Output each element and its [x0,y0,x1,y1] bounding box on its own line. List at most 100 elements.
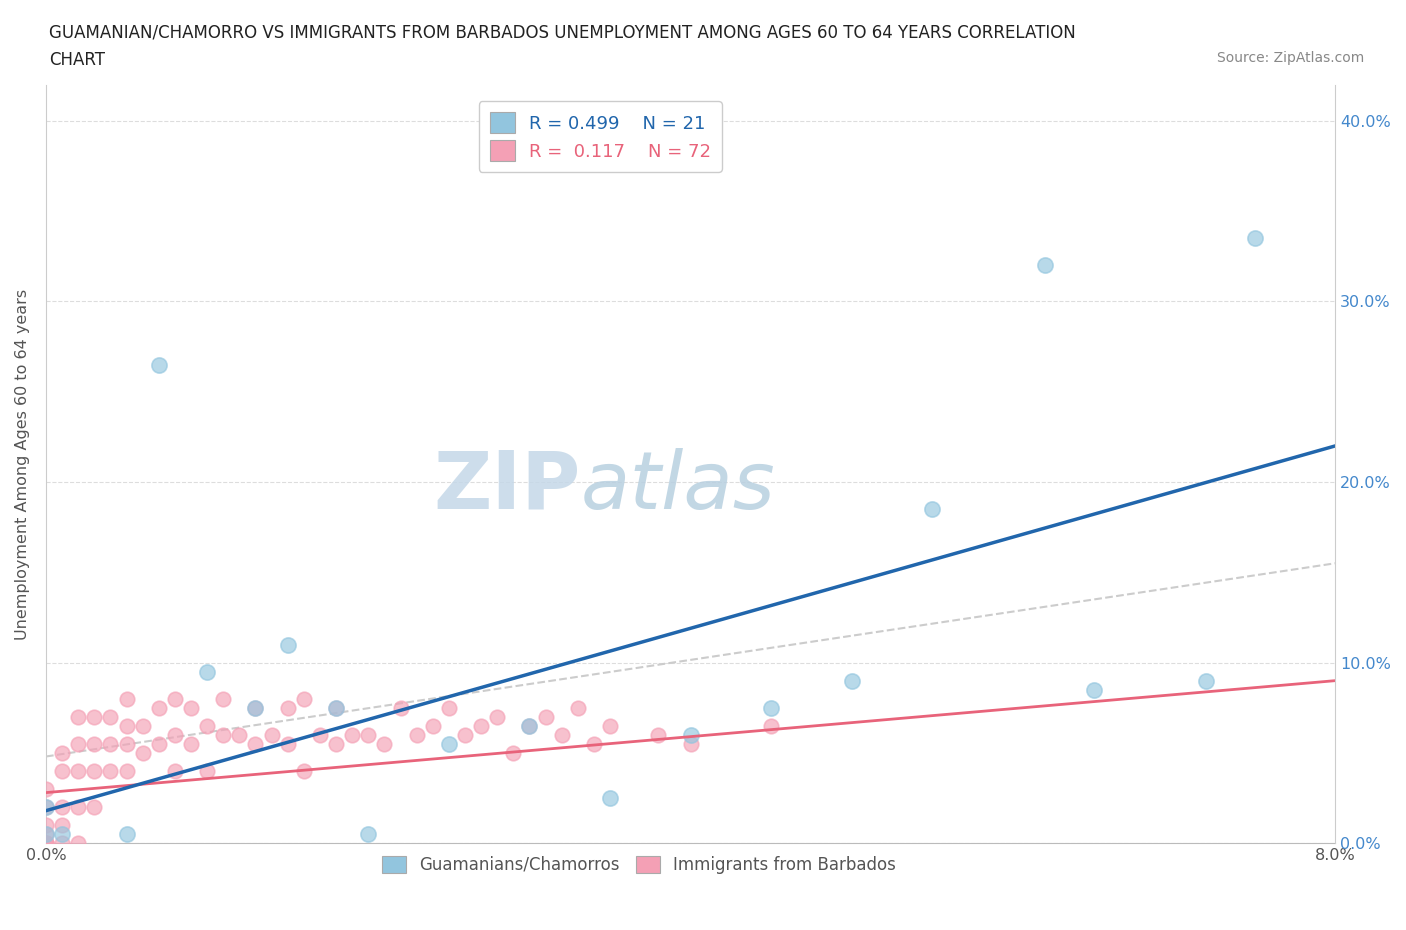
Point [83,764,105,778]
Point [115,764,138,778]
Point [35,836,58,851]
Point [148,357,170,372]
Point [841,673,863,688]
Point [100,710,122,724]
Point [148,700,170,715]
Point [1195,673,1218,688]
Point [228,727,250,742]
Point [195,664,218,679]
Point [373,737,395,751]
Text: CHART: CHART [49,51,105,69]
Point [502,746,524,761]
Point [67,800,90,815]
Point [245,700,267,715]
Point [67,764,90,778]
Text: GUAMANIAN/CHAMORRO VS IMMIGRANTS FROM BARBADOS UNEMPLOYMENT AMONG AGES 60 TO 64 : GUAMANIAN/CHAMORRO VS IMMIGRANTS FROM BA… [49,23,1076,41]
Point [260,727,283,742]
Point [131,746,153,761]
Point [277,700,299,715]
Point [212,727,235,742]
Point [486,710,509,724]
Point [325,700,347,715]
Y-axis label: Unemployment Among Ages 60 to 64 years: Unemployment Among Ages 60 to 64 years [15,288,30,640]
Point [1243,231,1265,246]
Point [115,737,138,751]
Point [437,737,460,751]
Point [292,691,315,706]
Point [100,737,122,751]
Point [292,764,315,778]
Point [340,727,363,742]
Point [534,710,557,724]
Point [679,727,702,742]
Point [195,718,218,733]
Point [51,817,73,832]
Point [115,718,138,733]
Text: atlas: atlas [581,447,776,525]
Point [647,727,669,742]
Point [212,691,235,706]
Point [1033,258,1056,272]
Point [519,718,541,733]
Point [180,700,202,715]
Point [245,700,267,715]
Point [67,836,90,851]
Point [51,800,73,815]
Point [470,718,492,733]
Point [67,710,90,724]
Point [131,718,153,733]
Point [195,764,218,778]
Point [35,827,58,842]
Point [180,737,202,751]
Point [115,827,138,842]
Point [277,637,299,652]
Point [35,827,58,842]
Point [582,737,605,751]
Point [83,737,105,751]
Point [35,836,58,851]
Point [83,710,105,724]
Point [357,827,380,842]
Point [35,800,58,815]
Point [325,700,347,715]
Point [599,790,621,805]
Point [389,700,412,715]
Point [567,700,589,715]
Point [1083,683,1105,698]
Point [100,764,122,778]
Point [761,718,783,733]
Point [35,817,58,832]
Point [115,691,138,706]
Point [51,764,73,778]
Point [35,800,58,815]
Point [921,501,943,516]
Point [679,737,702,751]
Point [325,737,347,751]
Legend: Guamanians/Chamorros, Immigrants from Barbados: Guamanians/Chamorros, Immigrants from Ba… [375,849,903,881]
Text: Source: ZipAtlas.com: Source: ZipAtlas.com [1216,51,1364,65]
Point [163,727,186,742]
Point [761,700,783,715]
Point [454,727,477,742]
Point [163,764,186,778]
Point [51,827,73,842]
Point [437,700,460,715]
Point [599,718,621,733]
Point [405,727,427,742]
Point [163,691,186,706]
Point [148,737,170,751]
Point [422,718,444,733]
Point [519,718,541,733]
Point [357,727,380,742]
Point [550,727,572,742]
Point [67,737,90,751]
Point [309,727,332,742]
Point [277,737,299,751]
Point [83,800,105,815]
Point [245,737,267,751]
Text: ZIP: ZIP [434,447,581,525]
Point [51,836,73,851]
Point [51,746,73,761]
Point [35,836,58,851]
Point [35,781,58,796]
